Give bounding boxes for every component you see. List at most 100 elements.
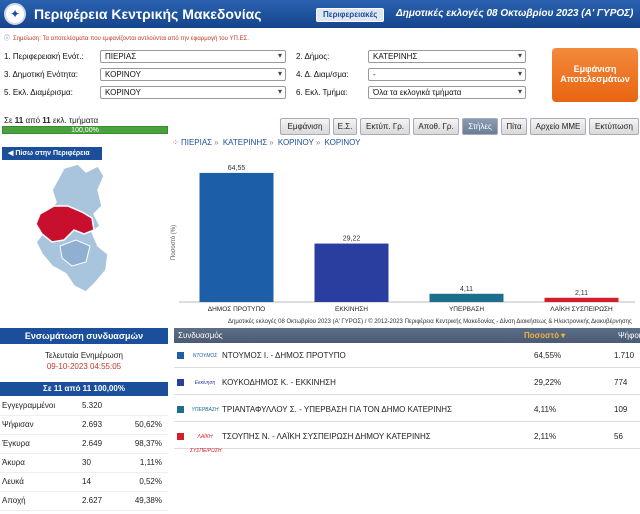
result-row[interactable]: Εκκίνηση ΚΟΥΚΟΔΗΜΟΣ Κ. - ΕΚΚΙΝΗΣΗ 29,22%…: [174, 371, 640, 395]
stat-label: Άκυρα: [2, 458, 25, 467]
breadcrumb-item[interactable]: ΚΑΤΕΡΙΝΗΣ: [222, 138, 268, 147]
info-icon: ⓘ: [4, 36, 11, 42]
tab-es[interactable]: Ε.Σ.: [333, 118, 357, 135]
filter-label-electoral-district: 5. Εκλ. Διαμέρισμα:: [4, 88, 73, 97]
coalition-name: ΤΡΙΑΝΤΑΦΥΛΛΟΥ Σ. - ΥΠΕΡΒΑΣΗ ΓΙΑ ΤΟΝ ΔΗΜΟ…: [222, 405, 452, 414]
stat-label: Έγκυρα: [2, 439, 30, 448]
back-to-region-button[interactable]: ◀ Πίσω στην Περιφέρεια: [2, 147, 102, 160]
progress-counted: 11: [14, 116, 24, 125]
tab-save-chart[interactable]: Αποθ. Γρ.: [413, 118, 459, 135]
chart-category-label: ΔΗΜΟΣ ΠΡΟΤΥΠΟ: [208, 306, 265, 313]
progress-bar: 100,00%: [2, 126, 168, 134]
tab-pie[interactable]: Πίτα: [501, 118, 527, 135]
filter-label-municipality: 2. Δήμος:: [296, 52, 330, 61]
progress-total: 11: [42, 116, 51, 125]
chart-value-label: 4,11: [460, 286, 473, 293]
page-title: Περιφέρεια Κεντρικής Μακεδονίας: [34, 6, 262, 22]
stat-value: 5.320: [82, 401, 103, 410]
filter-label-section: 6. Εκλ. Τμήμα:: [296, 88, 348, 97]
section-select[interactable]: Όλα τα εκλογικά τμήματα: [368, 86, 526, 99]
tab-print[interactable]: Εκτύπωση: [589, 118, 639, 135]
municipality-select[interactable]: ΚΑΤΕΡΙΝΗΣ: [368, 50, 526, 63]
coalition-logo: ΝΤΟΥΜΟΣ: [192, 353, 218, 359]
chart-bar[interactable]: [429, 293, 504, 302]
progress-prefix: Σε: [4, 116, 13, 125]
stat-label: Ψήφισαν: [2, 420, 34, 429]
coalition-votes: 56: [614, 432, 623, 441]
chart-bar[interactable]: [314, 243, 389, 302]
tab-show[interactable]: Εμφάνιση: [280, 118, 330, 135]
last-update-label: Τελευταία Ενημέρωση: [45, 351, 123, 360]
series-color-swatch: [177, 352, 184, 359]
stat-value: 2.627: [82, 496, 103, 505]
coalition-logo: ΥΠΕΡΒΑΣΗ: [191, 407, 219, 413]
stat-row: Έγκυρα 2.649 98,37%: [0, 435, 168, 454]
result-row[interactable]: ΥΠΕΡΒΑΣΗ ΤΡΙΑΝΤΑΦΥΛΛΟΥ Σ. - ΥΠΕΡΒΑΣΗ ΓΙΑ…: [174, 398, 640, 422]
notice-text: Σημείωση: Τα αποτελέσματα που εμφανίζοντ…: [13, 36, 249, 42]
filter-label-region-unit: 1. Περιφερειακή Ενότ.:: [4, 52, 84, 61]
tab-columns[interactable]: Στήλες: [462, 118, 498, 135]
stat-label: Εγγεγραμμένοι: [2, 401, 56, 410]
stat-value: 30: [82, 458, 91, 467]
progress-suffix: εκλ. τμήματα: [52, 116, 99, 125]
coalition-name: ΝΤΟΥΜΟΣ Ι. - ΔΗΜΟΣ ΠΡΟΤΥΠΟ: [222, 351, 346, 360]
election-title: Δημοτικές εκλογές 08 Οκτωβρίου 2023 (Α' …: [396, 8, 634, 19]
chart-category-label: ΛΑΪΚΗ ΣΥΣΠΕΙΡΩΣΗ: [550, 305, 613, 313]
filter-label-municipal-unit: 3. Δημοτική Ενότητα:: [4, 70, 78, 79]
chart-category-label: ΥΠΕΡΒΑΣΗ: [449, 306, 484, 313]
tab-media-file[interactable]: Αρχείο ΜΜΕ: [530, 118, 586, 135]
results-table-head: Συνδυασμός Ποσοστό ▾ Ψήφοι: [174, 328, 640, 343]
result-row[interactable]: ΝΤΟΥΜΟΣ ΝΤΟΥΜΟΣ Ι. - ΔΗΜΟΣ ΠΡΟΤΥΠΟ 64,55…: [174, 344, 640, 368]
coalition-percent: 2,11%: [534, 432, 557, 441]
municipal-unit-select[interactable]: ΚΟΡΙΝΟΥ: [100, 68, 286, 81]
col-percent[interactable]: Ποσοστό ▾: [524, 331, 566, 340]
region-map[interactable]: [30, 162, 134, 300]
stat-row: Αποχή 2.627 49,38%: [0, 492, 168, 511]
tab-print-chart[interactable]: Εκτύπ. Γρ.: [360, 118, 410, 135]
chart-bar[interactable]: [544, 297, 619, 302]
electoral-district-select[interactable]: ΚΟΡΙΝΟΥ: [100, 86, 286, 99]
col-votes[interactable]: Ψήφοι: [618, 331, 640, 340]
breadcrumb-item[interactable]: ΠΙΕΡΙΑΣ: [180, 138, 213, 147]
map-municipality-area: [35, 205, 95, 243]
coalition-name: ΤΣΟΥΠΗΣ Ν. - ΛΑΪΚΗ ΣΥΣΠΕΙΡΩΣΗ ΔΗΜΟΥ ΚΑΤΕ…: [222, 432, 431, 441]
series-color-swatch: [177, 433, 184, 440]
col-coalition[interactable]: Συνδυασμός: [178, 331, 223, 340]
chart-value-label: 29,22: [343, 236, 361, 243]
result-row[interactable]: ΛΑΪΚΗ ΣΥΣΠΕΙΡΩΣΗ ΤΣΟΥΠΗΣ Ν. - ΛΑΪΚΗ ΣΥΣΠ…: [174, 425, 640, 454]
breadcrumb-item[interactable]: ΚΟΡΙΝΟΥ: [277, 138, 314, 147]
results-bar-chart: Ποσοστό (%) 64,55 ΔΗΜΟΣ ΠΡΟΤΥΠΟ 29,22 ΕΚΚΙΝ…: [170, 165, 635, 313]
stat-row: Λευκά 14 0,52%: [0, 473, 168, 492]
chart-footer: Δημοτικές εκλογές 08 Οκτωβρίου 2023 (Α' …: [228, 319, 632, 325]
stat-percent: 49,38%: [134, 496, 162, 505]
stat-percent: 98,37%: [134, 439, 162, 448]
chart-bar[interactable]: [199, 172, 274, 302]
region-logo: ✦: [4, 3, 26, 25]
coalitions-panel-head: Ενσωμάτωση συνδυασμών: [0, 328, 168, 344]
chart-category-label: ΕΚΚΙΝΗΣΗ: [335, 306, 368, 313]
regions-button[interactable]: Περιφερειακές: [316, 8, 385, 22]
filter-label-district: 4. Δ. Διαμ/σμα:: [296, 70, 349, 79]
progress-of: από: [25, 116, 41, 125]
coalition-name: ΚΟΥΚΟΔΗΜΟΣ Κ. - ΕΚΚΙΝΗΣΗ: [222, 378, 336, 387]
chart-y-label: Ποσοστό (%): [170, 225, 177, 260]
coalition-votes: 1.710: [614, 351, 635, 360]
stat-row: Άκυρα 30 1,11%: [0, 454, 168, 473]
notice: ⓘ Σημείωση: Τα αποτελέσματα που εμφανίζον…: [0, 33, 640, 45]
stat-label: Λευκά: [2, 477, 24, 486]
stat-label: Αποχή: [2, 496, 26, 505]
map-subunit: [59, 239, 91, 267]
stat-row: Εγγεγραμμένοι 5.320: [0, 397, 168, 416]
region-unit-select[interactable]: ΠΙΕΡΙΑΣ: [100, 50, 286, 63]
progress-text: Σε 11 από 11 εκλ. τμήματα: [4, 116, 98, 125]
breadcrumb-item[interactable]: ΚΟΡΙΝΟΥ: [324, 138, 361, 147]
coalition-percent: 64,55%: [534, 351, 562, 360]
district-select[interactable]: -: [368, 68, 526, 81]
stat-row: Ψήφισαν 2.693 50,62%: [0, 416, 168, 435]
chart-value-label: 2,11: [575, 290, 588, 297]
breadcrumb-marker-icon: ⁘: [172, 138, 179, 147]
coalition-votes: 774: [614, 378, 628, 387]
series-color-swatch: [177, 379, 184, 386]
stat-percent: 0,52%: [139, 477, 162, 486]
show-results-button[interactable]: Εμφάνιση Αποτελεσμάτων: [552, 48, 638, 102]
